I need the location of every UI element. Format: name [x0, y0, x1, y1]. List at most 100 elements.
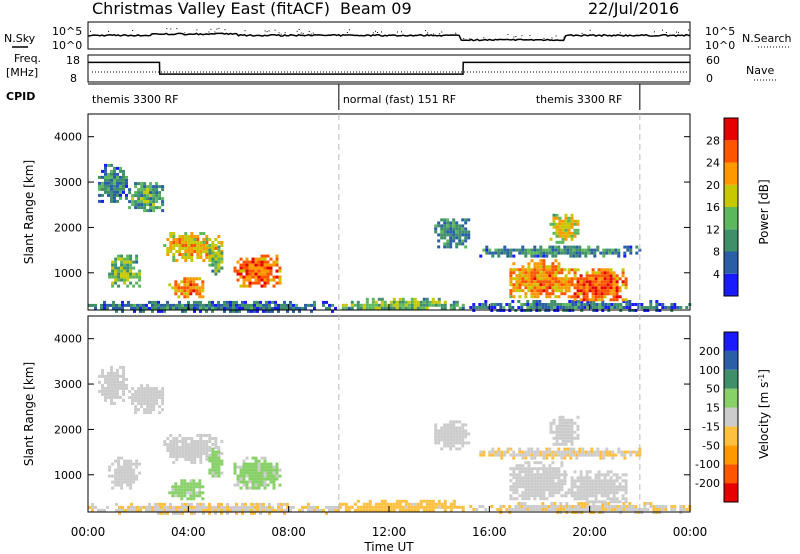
- data-cell: [539, 450, 543, 454]
- data-cell: [260, 257, 264, 261]
- data-cell: [143, 182, 147, 186]
- data-cell: [410, 300, 414, 304]
- data-cell: [542, 479, 546, 483]
- data-cell: [591, 482, 595, 486]
- data-cell: [664, 505, 668, 508]
- data-cell: [193, 446, 197, 449]
- data-cell: [190, 247, 194, 250]
- data-cell: [643, 505, 647, 508]
- data-cell: [609, 500, 613, 504]
- data-cell: [198, 479, 202, 483]
- data-cell: [521, 271, 525, 275]
- data-cell: [548, 464, 552, 468]
- data-cell: [189, 286, 193, 290]
- data-cell: [573, 485, 577, 489]
- data-cell: [152, 393, 156, 397]
- data-cell: [591, 286, 595, 290]
- data-cell: [196, 238, 200, 241]
- data-cell: [578, 447, 582, 451]
- data-cell: [135, 254, 139, 258]
- data-cell: [551, 485, 555, 489]
- data-cell: [172, 508, 175, 512]
- data-cell: [214, 272, 218, 276]
- colorbar-swatch: [724, 426, 738, 446]
- data-cell: [107, 175, 110, 179]
- data-cell: [169, 434, 173, 437]
- data-cell: [576, 292, 580, 296]
- data-cell: [434, 426, 438, 430]
- data-cell: [214, 450, 218, 454]
- data-cell: [455, 303, 459, 307]
- data-cell: [229, 505, 232, 509]
- data-cell: [107, 184, 110, 188]
- data-cell: [199, 452, 203, 455]
- data-cell: [449, 441, 453, 445]
- data-cell: [431, 303, 435, 307]
- data-cell: [265, 303, 268, 307]
- data-cell: [545, 286, 549, 290]
- data-cell: [88, 505, 91, 509]
- data-cell: [151, 303, 154, 307]
- data-cell: [612, 295, 616, 299]
- data-cell: [192, 494, 196, 498]
- data-cell: [487, 306, 491, 309]
- data-cell: [560, 286, 564, 290]
- data-cell: [515, 473, 519, 477]
- data-cell: [304, 303, 307, 307]
- data-cell: [533, 254, 537, 258]
- nsearch-label: N.Search: [742, 32, 792, 45]
- data-cell: [113, 172, 116, 176]
- data-cell: [649, 303, 653, 306]
- data-cell: [602, 251, 606, 255]
- data-cell: [275, 468, 279, 472]
- data-cell: [118, 505, 121, 509]
- data-cell: [545, 289, 549, 293]
- data-cell: [608, 450, 612, 454]
- data-cell: [126, 263, 130, 267]
- data-cell: [655, 505, 659, 508]
- data-cell: [579, 289, 583, 293]
- data-cell: [545, 488, 549, 492]
- data-cell: [635, 450, 639, 454]
- data-cell: [532, 300, 536, 303]
- data-cell: [523, 508, 527, 511]
- data-cell: [199, 446, 203, 449]
- data-cell: [116, 193, 119, 197]
- data-cell: [685, 508, 689, 511]
- data-cell: [539, 461, 543, 465]
- data-cell: [545, 450, 549, 454]
- data-cell: [140, 405, 144, 409]
- data-cell: [521, 464, 525, 468]
- data-cell: [126, 477, 130, 481]
- data-cell: [268, 508, 271, 512]
- data-cell: [120, 263, 124, 267]
- data-cell: [591, 500, 595, 504]
- data-cell: [554, 295, 558, 299]
- data-cell: [174, 289, 178, 293]
- data-cell: [101, 199, 104, 203]
- data-cell: [217, 300, 220, 304]
- data-cell: [582, 488, 586, 492]
- data-cell: [383, 502, 387, 506]
- data-cell: [509, 274, 513, 278]
- x-tick-label: 00:00: [673, 525, 708, 539]
- data-cell: [107, 395, 110, 399]
- data-cell: [609, 286, 613, 290]
- data-cell: [588, 277, 592, 281]
- data-cell: [220, 266, 224, 270]
- data-cell: [536, 467, 540, 471]
- noise-search-dot: [274, 29, 276, 31]
- data-cell: [500, 248, 504, 252]
- data-cell: [458, 227, 462, 231]
- data-cell: [551, 461, 555, 465]
- data-cell: [251, 263, 255, 267]
- data-cell: [199, 502, 202, 506]
- data-cell: [107, 380, 110, 384]
- data-cell: [603, 289, 607, 293]
- data-cell: [512, 453, 516, 457]
- data-cell: [617, 450, 621, 454]
- data-cell: [254, 257, 258, 261]
- data-cell: [205, 253, 209, 256]
- colorbar-tick-label: 200: [699, 345, 720, 358]
